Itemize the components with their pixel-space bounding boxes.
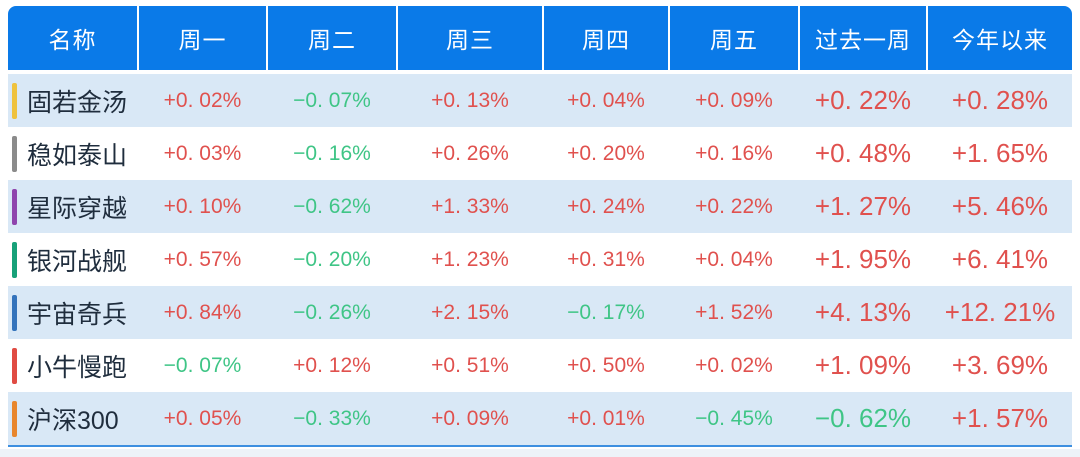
value-cell: +0. 09% [695,88,773,112]
value-cell: +1. 23% [431,247,509,271]
row-color-bar [12,347,17,384]
fund-name: 小牛慢跑 [27,353,128,382]
value-cell: −0. 20% [293,247,371,271]
fund-name: 宇宙奇兵 [27,300,128,329]
header-cell-3: 周三 [398,6,542,70]
row-color-bar [12,241,17,278]
value-cell: +0. 28% [951,85,1049,115]
name-cell: 固若金汤 [8,74,137,127]
value-cell: +0. 50% [567,353,645,377]
fund-name: 稳如泰山 [27,141,128,170]
value-cell: +0. 13% [431,88,509,112]
row-color-bar [12,82,17,119]
table-row: 固若金汤 +0. 02% −0. 07% +0. 13% +0. 04% +0. 09% +… [8,74,1072,127]
value-cell: +0. 26% [431,141,509,165]
value-cell: +0. 51% [431,353,509,377]
value-cell: +5. 46% [951,191,1049,221]
header-cell-4: 周四 [544,6,668,70]
value-cell: +0. 31% [567,247,645,271]
value-cell: +0. 05% [163,406,242,430]
footer-strip [0,449,1080,457]
row-color-bar [12,135,17,172]
header-cell-7: 今年以来 [928,6,1072,70]
value-cell: +0. 02% [695,353,773,377]
value-cell: +1. 65% [951,138,1049,168]
value-cell: −0. 07% [163,353,242,377]
value-cell: −0. 45% [695,406,773,430]
row-color-bar [12,400,17,437]
value-cell: +4. 13% [814,297,912,327]
table-row: 星际穿越 +0. 10% −0. 62% +1. 33% +0. 24% +0. 22% +… [8,180,1072,233]
fund-name: 星际穿越 [27,194,128,223]
value-cell: −0. 07% [293,88,371,112]
value-cell: +1. 52% [695,300,773,324]
value-cell: +1. 57% [951,403,1049,433]
table-header-row: 名称 周一 周二 周三 周四 周五 过去一周 今年以来 [8,6,1072,70]
value-cell: +0. 20% [567,141,645,165]
value-cell: +0. 12% [293,353,371,377]
fund-performance-table: 名称 周一 周二 周三 周四 周五 过去一周 今年以来 固若金汤 +0. 02% −0. 07% +… [8,6,1072,447]
value-cell: +0. 01% [567,406,645,430]
value-cell: −0. 16% [293,141,371,165]
fund-name: 银河战舰 [27,247,128,276]
value-cell: +0. 02% [163,88,242,112]
name-cell: 沪深300 [8,392,137,445]
name-cell: 宇宙奇兵 [8,286,137,339]
value-cell: −0. 26% [293,300,371,324]
value-cell: +0. 84% [163,300,242,324]
value-cell: +0. 04% [695,247,773,271]
value-cell: +6. 41% [951,244,1049,274]
table-row: 稳如泰山 +0. 03% −0. 16% +0. 26% +0. 20% +0. 16% +… [8,127,1072,180]
table-body: 固若金汤 +0. 02% −0. 07% +0. 13% +0. 04% +0. 09% +… [8,74,1072,445]
value-cell: +0. 22% [814,85,912,115]
value-cell: +0. 48% [814,138,912,168]
value-cell: +1. 09% [814,350,912,380]
name-cell: 稳如泰山 [8,127,137,180]
header-cell-5: 周五 [670,6,798,70]
value-cell: +1. 27% [814,191,912,221]
table-row: 银河战舰 +0. 57% −0. 20% +1. 23% +0. 31% +0. 04% +… [8,233,1072,286]
value-cell: +12. 21% [944,297,1056,327]
table-bottom-line [8,445,1072,447]
table-row: 宇宙奇兵 +0. 84% −0. 26% +2. 15% −0. 17% +1. 52% +… [8,286,1072,339]
header-cell-2: 周二 [268,6,396,70]
name-cell: 银河战舰 [8,233,137,286]
value-cell: −0. 17% [567,300,645,324]
value-cell: +0. 09% [431,406,509,430]
value-cell: −0. 33% [293,406,371,430]
value-cell: +0. 04% [567,88,645,112]
row-color-bar [12,294,17,331]
table-row: 小牛慢跑 −0. 07% +0. 12% +0. 51% +0. 50% +0. 02% +… [8,339,1072,392]
name-cell: 星际穿越 [8,180,137,233]
header-cell-1: 周一 [139,6,266,70]
name-cell: 小牛慢跑 [8,339,137,392]
value-cell: +0. 22% [695,194,773,218]
value-cell: +1. 95% [814,244,912,274]
value-cell: +0. 16% [695,141,773,165]
value-cell: +2. 15% [431,300,509,324]
header-cell-0: 名称 [8,6,137,70]
header-cell-6: 过去一周 [800,6,926,70]
table-row: 沪深300 +0. 05% −0. 33% +0. 09% +0. 01% −0. 45%… [8,392,1072,445]
value-cell: +1. 33% [431,194,509,218]
value-cell: +0. 03% [163,141,242,165]
fund-name: 固若金汤 [27,88,128,117]
value-cell: −0. 62% [814,403,912,433]
fund-name: 沪深300 [27,406,119,435]
value-cell: +0. 57% [163,247,242,271]
value-cell: +0. 24% [567,194,645,218]
row-color-bar [12,188,17,225]
value-cell: +3. 69% [951,350,1049,380]
value-cell: −0. 62% [293,194,371,218]
value-cell: +0. 10% [163,194,242,218]
